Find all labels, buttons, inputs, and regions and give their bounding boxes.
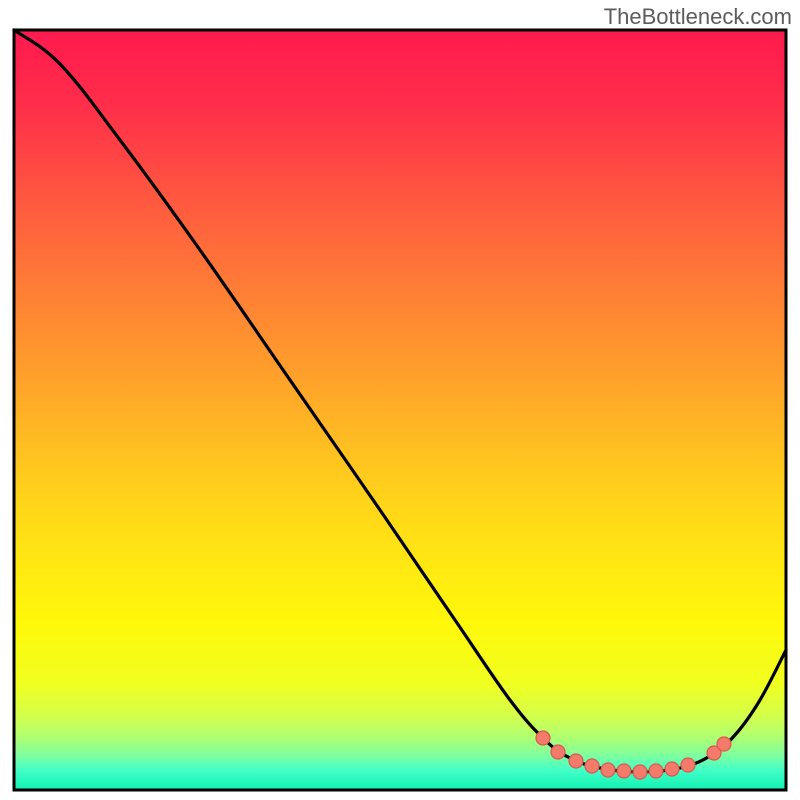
bottleneck-chart xyxy=(0,0,800,800)
data-marker xyxy=(551,745,565,759)
data-marker xyxy=(665,762,679,776)
data-marker xyxy=(717,737,731,751)
data-marker xyxy=(601,763,615,777)
data-marker xyxy=(569,754,583,768)
data-marker xyxy=(585,759,599,773)
watermark-text: TheBottleneck.com xyxy=(604,4,792,30)
chart-container: TheBottleneck.com xyxy=(0,0,800,800)
data-marker xyxy=(681,758,695,772)
data-marker xyxy=(649,764,663,778)
data-marker xyxy=(617,764,631,778)
gradient-background xyxy=(14,30,786,790)
data-marker xyxy=(536,731,550,745)
data-marker xyxy=(633,765,647,779)
